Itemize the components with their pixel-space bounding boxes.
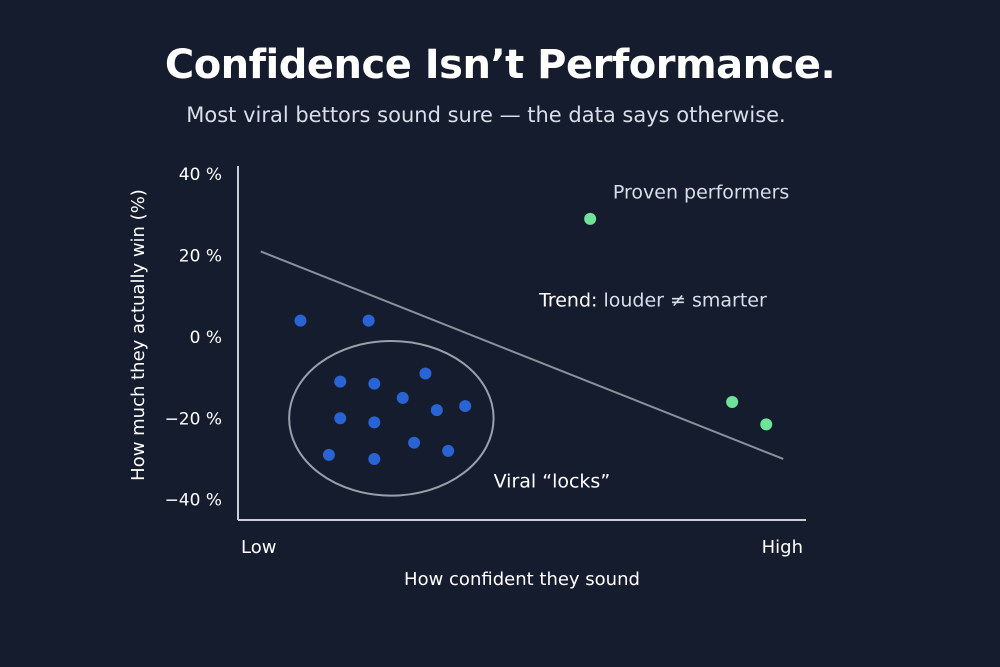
viral-locks-label: Viral “locks” (494, 470, 611, 492)
proven-data-point (760, 418, 773, 431)
y-tick-label: 40 % (179, 165, 222, 185)
viral-data-point (419, 367, 432, 380)
y-tick-label: −40 % (165, 491, 222, 511)
viral-data-point (362, 314, 375, 327)
viral-data-point (294, 314, 307, 327)
y-tick-label: 0 % (190, 328, 222, 348)
y-tick-label: −20 % (165, 409, 222, 429)
viral-data-point (396, 391, 409, 404)
viral-data-point (442, 444, 455, 457)
x-axis-title: How confident they sound (404, 569, 640, 590)
viral-data-point (322, 448, 335, 461)
proven-performers-label: Proven performers (613, 182, 789, 204)
chart-subtitle: Most viral bettors sound sure — the data… (186, 103, 786, 127)
chart-title: Confidence Isn’t Performance. (164, 42, 836, 88)
proven-data-point (726, 396, 739, 408)
viral-data-point (459, 400, 472, 413)
x-tick-label: High (762, 537, 803, 558)
viral-data-point (368, 416, 381, 429)
viral-data-point (368, 452, 381, 465)
x-tick-label: Low (241, 537, 276, 558)
y-tick-label: 20 % (179, 247, 222, 267)
trend-line (260, 250, 784, 460)
viral-data-point (334, 412, 347, 425)
viral-data-point (430, 404, 443, 417)
viral-data-point (408, 436, 421, 449)
trend-note-label: Trend: louder ≠ smarter (538, 289, 767, 311)
viral-data-point (334, 375, 347, 388)
viral-cluster-ellipse (288, 339, 495, 497)
proven-data-point (584, 212, 597, 225)
viral-data-point (368, 377, 381, 390)
y-axis-title: How much they actually win (%) (128, 189, 149, 481)
